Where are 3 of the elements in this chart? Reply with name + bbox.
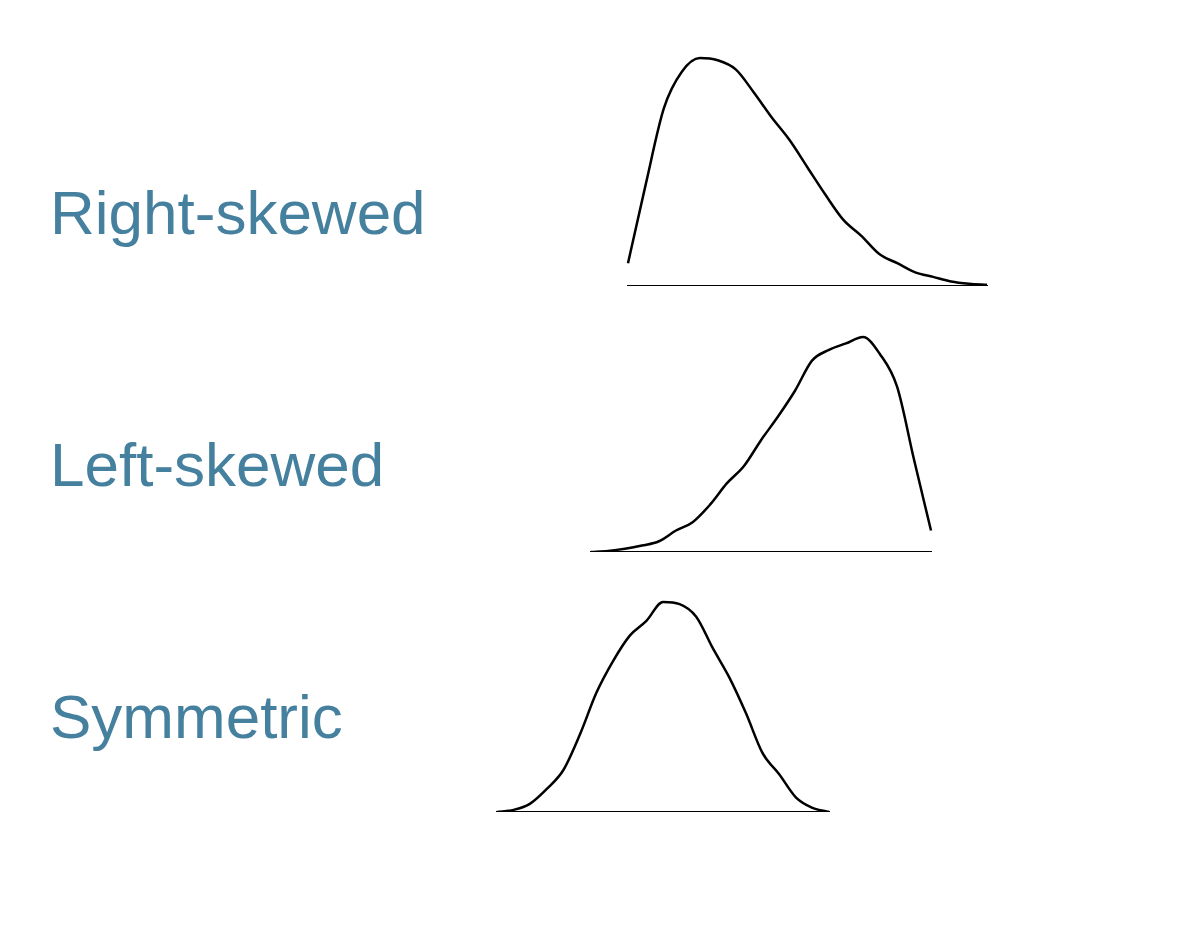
text: Right-skewed — [50, 178, 426, 247]
text: Symmetric — [50, 682, 343, 751]
text: Left-skewed — [50, 430, 385, 499]
